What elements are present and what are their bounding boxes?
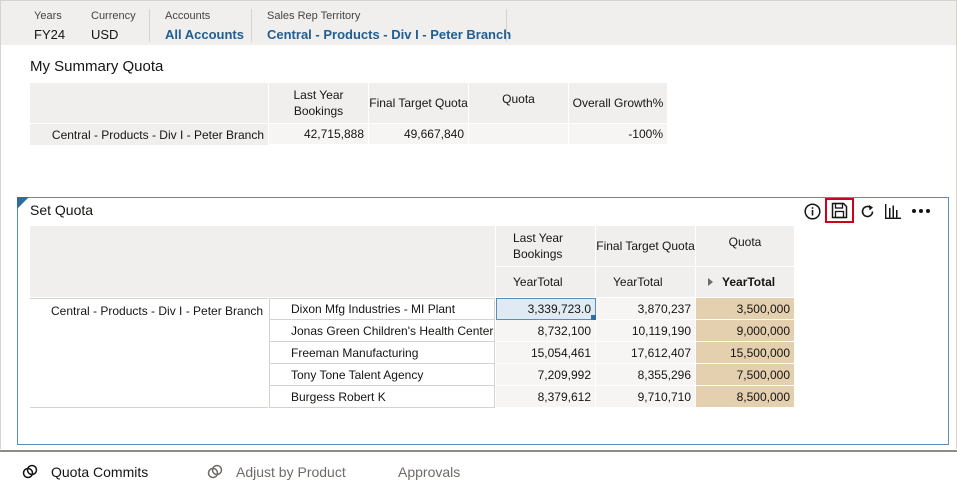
pov-value[interactable]: Central - Products - Div I - Peter Branc… (267, 27, 512, 42)
pov-bar: Years FY24 Currency USD Accounts All Acc… (0, 0, 957, 45)
pov-value[interactable]: All Accounts (165, 27, 244, 42)
set-quota-col-header: Final Target Quota (596, 226, 696, 266)
panel-corner-marker (17, 197, 29, 209)
tab-label: Quota Commits (51, 464, 149, 480)
more-icon[interactable] (910, 200, 932, 222)
quota-cell[interactable]: 15,500,000 (696, 342, 795, 364)
summary-col-header: Last Year Bookings (269, 83, 369, 123)
set-quota-subheader-expandable[interactable]: YearTotal (696, 266, 795, 297)
pov-divider (506, 9, 507, 42)
grid-cell[interactable]: 17,612,407 (596, 342, 696, 364)
pov-currency[interactable]: Currency USD (91, 10, 136, 42)
summary-col-header: Quota (469, 83, 569, 123)
summary-col-header: Overall Growth% (569, 83, 668, 123)
pov-label: Accounts (165, 10, 211, 22)
bottom-tab-bar: Quota Commits Adjust by Product Approval… (0, 450, 957, 490)
selected-cell[interactable]: 3,339,723.0 (496, 298, 596, 320)
pov-value[interactable]: USD (91, 27, 119, 42)
tab-label: Approvals (398, 464, 461, 480)
info-icon[interactable] (802, 200, 822, 222)
summary-row-label: Central - Products - Div I - Peter Branc… (30, 124, 268, 145)
set-quota-col-header: Last Year Bookings (496, 226, 596, 266)
grid-cell[interactable]: 15,054,461 (496, 342, 596, 364)
set-quota-subheader: YearTotal (496, 266, 596, 297)
grid-cell[interactable]: 7,209,992 (496, 364, 596, 386)
set-quota-panel (17, 197, 949, 445)
set-quota-subheader: YearTotal (596, 266, 696, 297)
quota-cell[interactable]: 9,000,000 (696, 320, 795, 342)
tab-icon (22, 464, 38, 480)
pov-accounts[interactable]: Accounts All Accounts (165, 10, 244, 42)
grid-cell[interactable]: 8,355,296 (596, 364, 696, 386)
grid-cell[interactable]: 8,732,100 (496, 320, 596, 342)
expand-caret-icon[interactable] (708, 278, 713, 286)
set-quota-col-header: Quota (696, 226, 795, 266)
chart-icon[interactable] (882, 200, 904, 222)
summary-cell[interactable]: 42,715,888 (269, 124, 369, 145)
set-quota-title: Set Quota (30, 202, 94, 218)
summary-cell[interactable]: 49,667,840 (369, 124, 469, 145)
pov-value[interactable]: FY24 (34, 27, 66, 42)
summary-cell[interactable] (469, 124, 569, 145)
account-row-label: Freeman Manufacturing (269, 342, 495, 364)
summary-corner (30, 83, 268, 123)
pov-label: Years (34, 10, 62, 22)
tab-quota-commits[interactable]: Quota Commits (22, 464, 148, 480)
tab-icon (207, 464, 223, 480)
summary-cell[interactable]: -100% (569, 124, 668, 145)
summary-title: My Summary Quota (30, 58, 164, 75)
refresh-icon[interactable] (857, 200, 877, 222)
grid-cell[interactable]: 10,119,190 (596, 320, 696, 342)
pov-years[interactable]: Years FY24 (34, 10, 65, 42)
subheader-label: YearTotal (722, 275, 776, 289)
pov-label: Sales Rep Territory (267, 10, 361, 22)
account-row-label: Jonas Green Children's Health Center (269, 320, 495, 342)
grid-cell[interactable]: 9,710,710 (596, 386, 696, 408)
account-row-label: Burgess Robert K (269, 386, 495, 408)
pov-divider (251, 9, 252, 42)
pov-sales-rep-territory[interactable]: Sales Rep Territory Central - Products -… (267, 10, 511, 42)
account-row-label: Tony Tone Talent Agency (269, 364, 495, 386)
save-icon[interactable] (825, 198, 854, 223)
quota-cell[interactable]: 7,500,000 (696, 364, 795, 386)
grid-cell[interactable]: 3,870,237 (596, 298, 696, 320)
territory-row-label: Central - Products - Div I - Peter Branc… (30, 298, 268, 408)
quota-cell[interactable]: 8,500,000 (696, 386, 795, 408)
summary-col-header: Final Target Quota (369, 83, 469, 123)
tab-adjust-by-product[interactable]: Adjust by Product (207, 464, 346, 480)
set-quota-corner (30, 226, 495, 297)
grid-cell[interactable]: 8,379,612 (496, 386, 596, 408)
account-row-label: Dixon Mfg Industries - MI Plant (269, 298, 495, 320)
cell-fill-handle[interactable] (591, 315, 596, 320)
tab-approvals[interactable]: Approvals (398, 464, 460, 480)
tab-label: Adjust by Product (236, 464, 346, 480)
pov-divider (149, 9, 150, 42)
quota-cell[interactable]: 3,500,000 (696, 298, 795, 320)
pov-label: Currency (91, 10, 136, 22)
